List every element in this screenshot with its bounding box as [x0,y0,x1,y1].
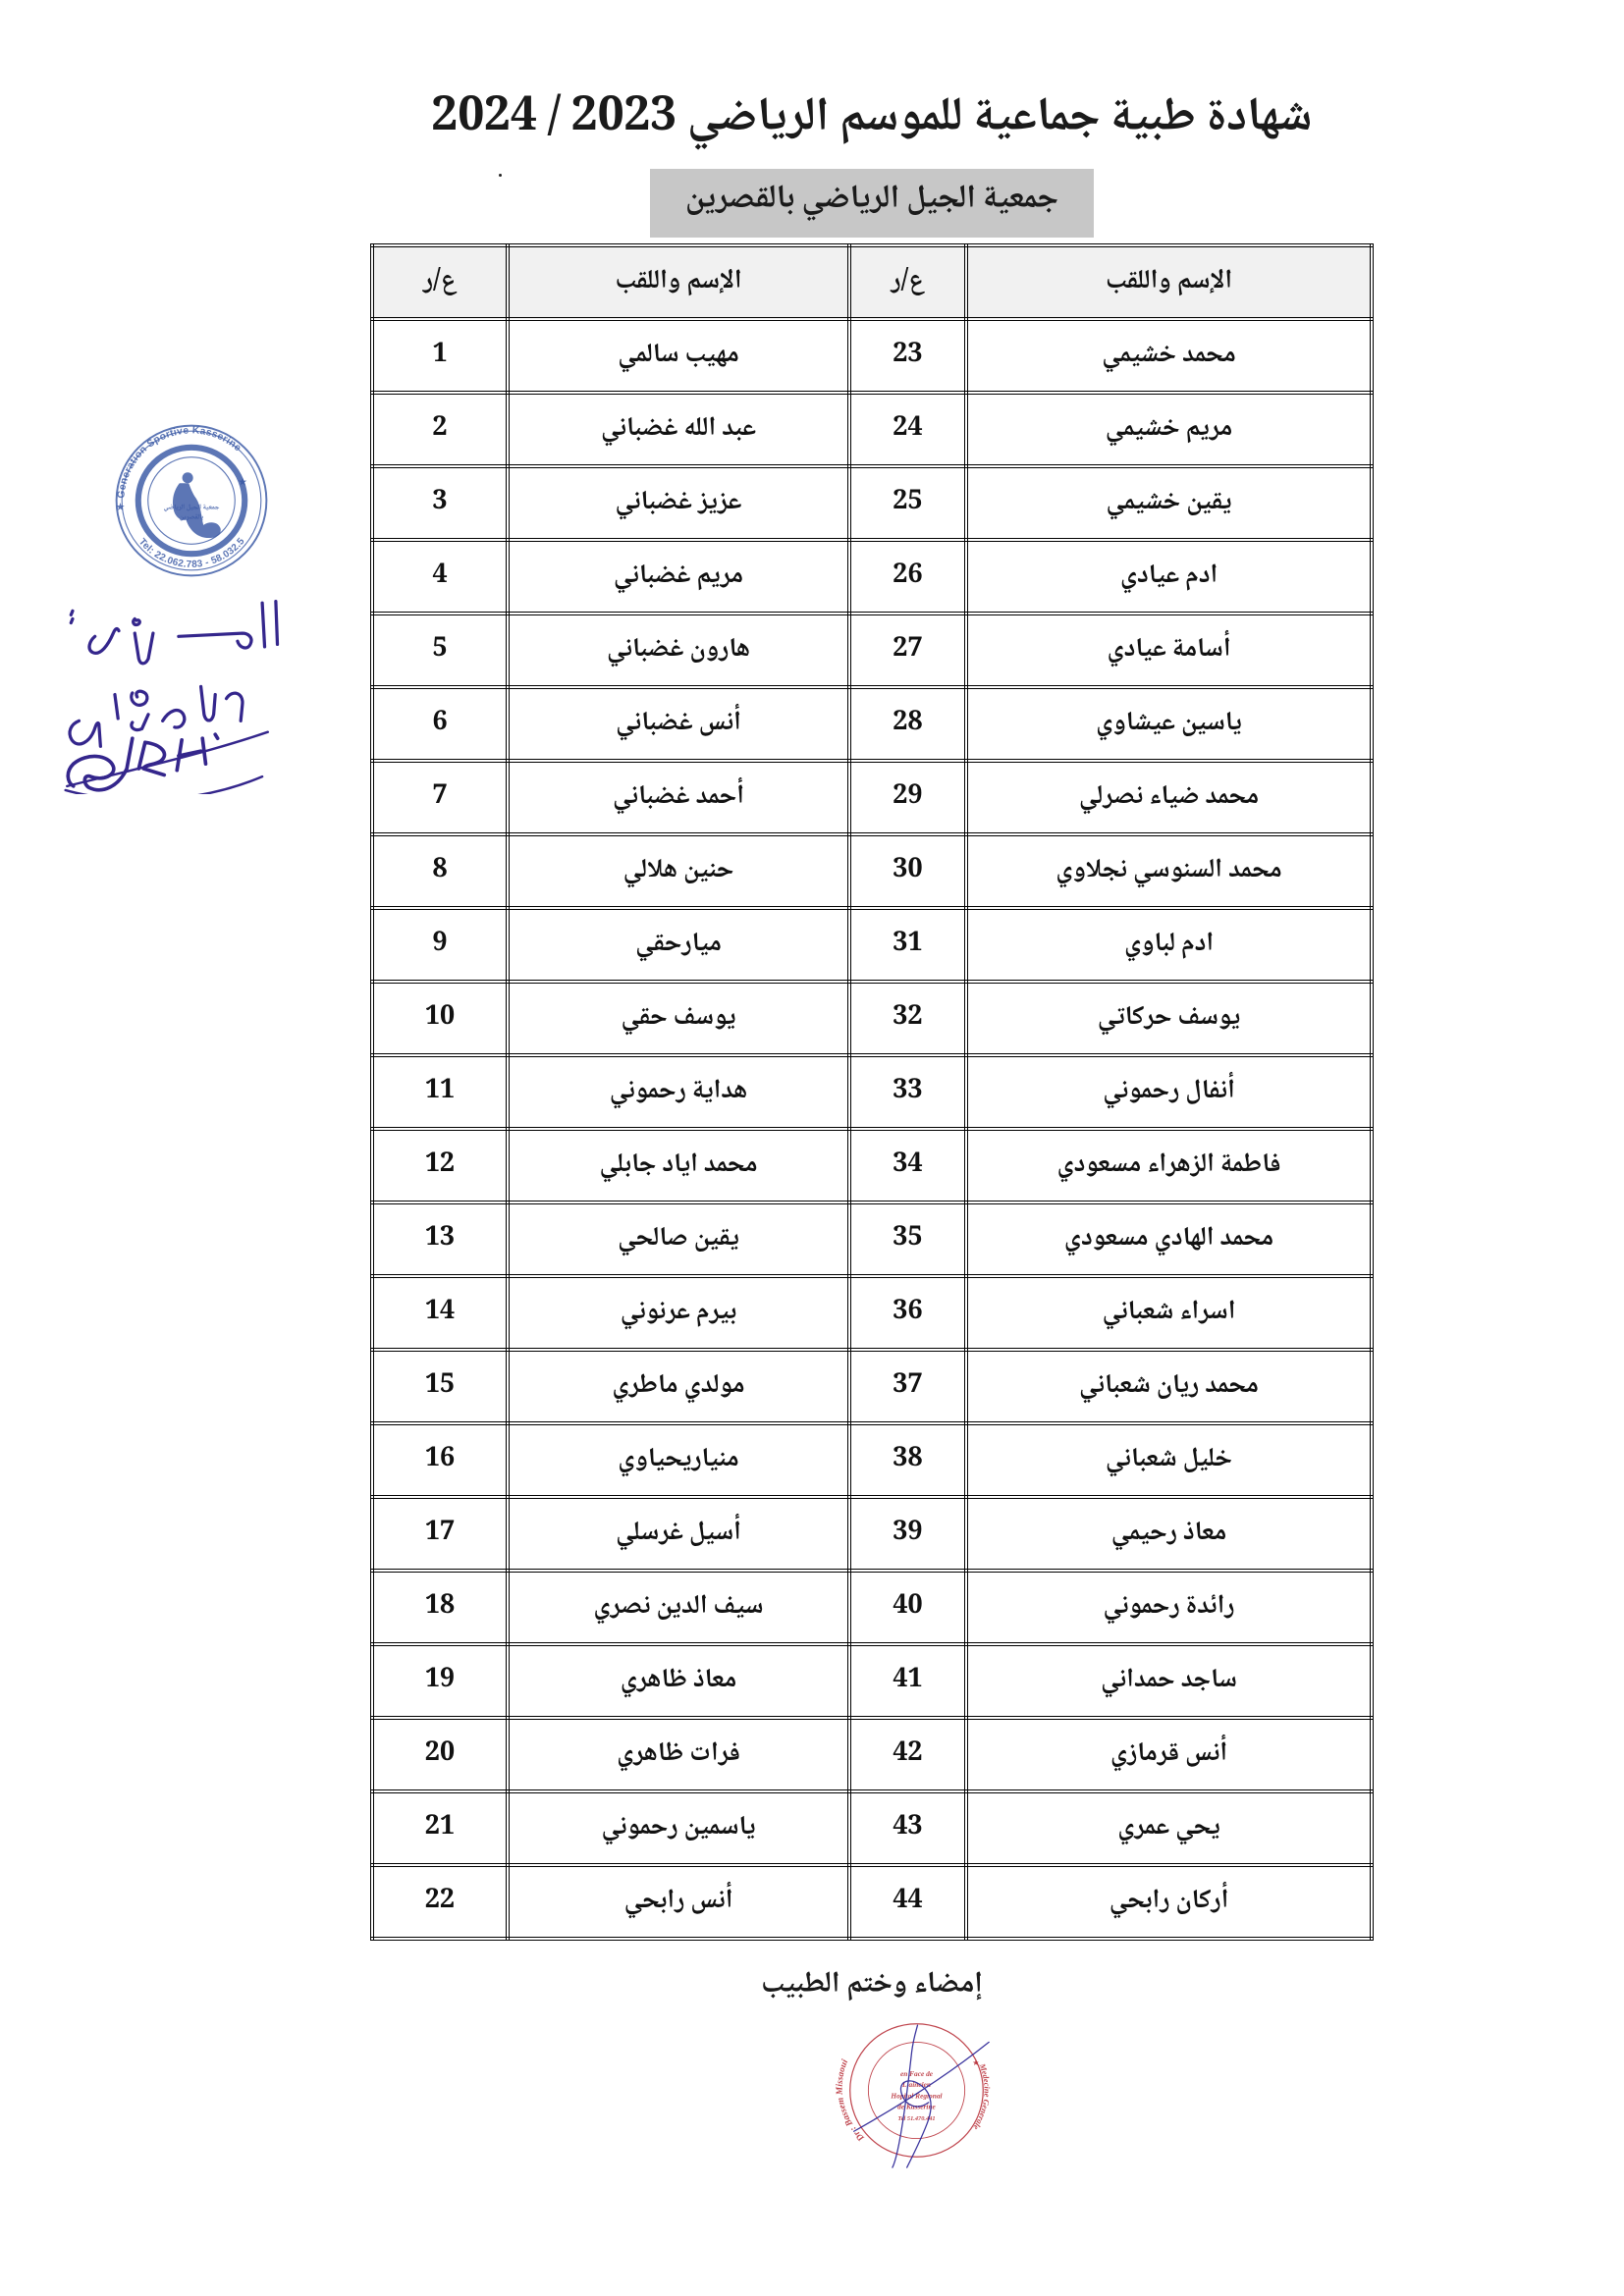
svg-text:en Face de: en Face de [900,2069,934,2078]
svg-text:Hopital Regional: Hopital Regional [890,2091,943,2100]
svg-text:★: ★ [238,477,247,489]
svg-text:★: ★ [972,2057,979,2070]
svg-text:★: ★ [116,502,126,513]
svg-text:بالقصرين: بالقصرين [180,510,204,523]
svg-text:Medecine Generale: Medecine Generale [971,2061,991,2131]
